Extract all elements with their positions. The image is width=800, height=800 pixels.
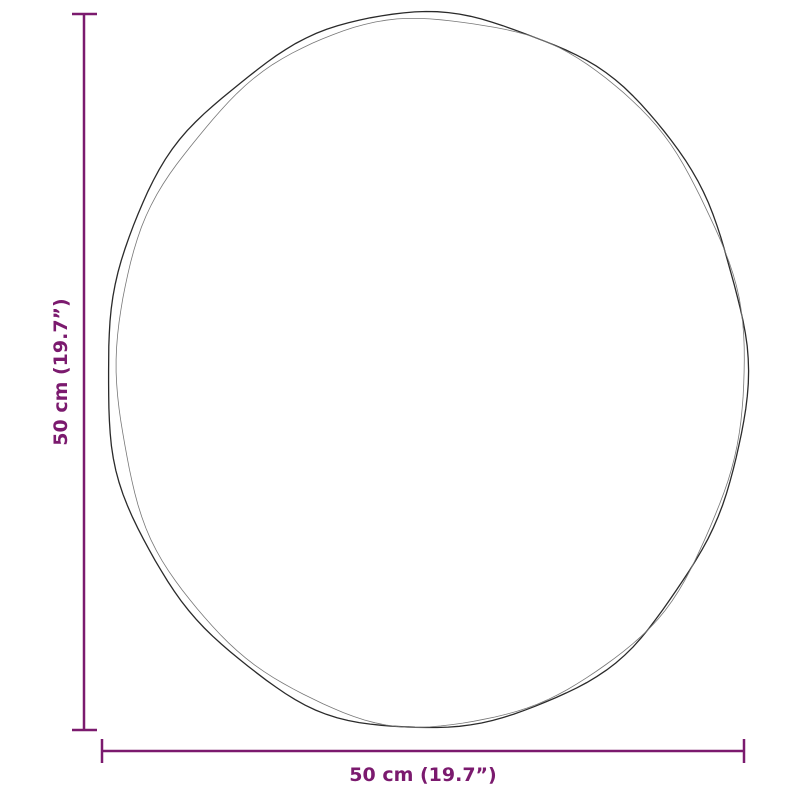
- round-object-outline: [107, 10, 750, 729]
- round-object-outline-inner: [115, 18, 745, 728]
- width-dimension: [100, 739, 746, 763]
- width-label: 50 cm (19.7”): [349, 764, 496, 786]
- height-label: 50 cm (19.7”): [50, 298, 72, 445]
- height-dimension: [72, 12, 97, 732]
